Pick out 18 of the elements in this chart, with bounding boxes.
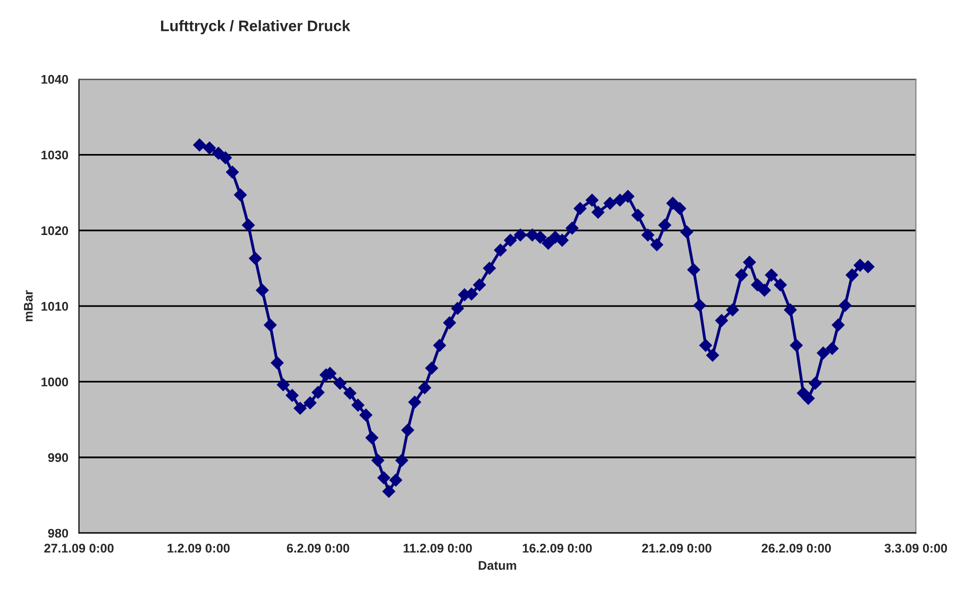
x-tick-label: 11.2.09 0:00 bbox=[404, 544, 472, 553]
chart-title: Lufttryck / Relativer Druck bbox=[161, 20, 350, 34]
y-axis-title: mBar bbox=[24, 290, 33, 322]
y-tick-label: 1020 bbox=[42, 226, 68, 236]
x-tick-label: 26.2.09 0:00 bbox=[762, 544, 831, 553]
x-axis-title: Datum bbox=[478, 561, 516, 570]
x-tick-label: 6.2.09 0:00 bbox=[286, 544, 350, 553]
y-tick-label: 1040 bbox=[42, 74, 68, 84]
y-tick-label: 1000 bbox=[42, 378, 68, 386]
y-tick-label: 1010 bbox=[42, 302, 68, 311]
y-tick-label: 990 bbox=[48, 453, 68, 462]
x-tick-label: 1.2.09 0:00 bbox=[168, 544, 230, 553]
x-tick-label: 21.2.09 0:00 bbox=[642, 544, 712, 553]
x-tick-label: 16.2.09 0:00 bbox=[522, 544, 592, 553]
x-tick-label: 27.1.09 0:00 bbox=[44, 544, 114, 553]
y-tick-label: 1030 bbox=[42, 150, 68, 160]
y-tick-label: 980 bbox=[48, 528, 68, 538]
x-tick-label: 3.3.09 0:00 bbox=[884, 544, 947, 553]
